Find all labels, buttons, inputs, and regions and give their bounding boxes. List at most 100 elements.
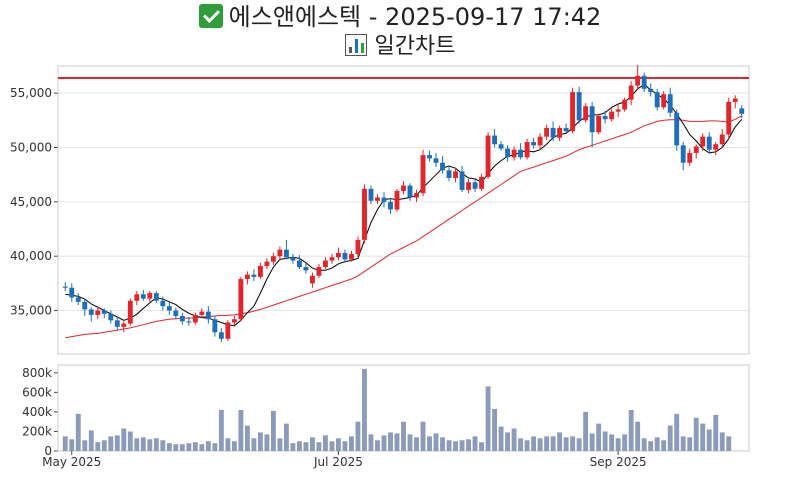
- volume-bar: [726, 436, 732, 451]
- volume-bar: [531, 436, 537, 451]
- candle-body: [674, 112, 680, 146]
- volume-bar: [518, 438, 524, 451]
- candle-body: [69, 287, 75, 298]
- candle-body: [316, 267, 322, 276]
- candle-body: [472, 182, 478, 189]
- volume-bar: [375, 440, 380, 451]
- volume-bar: [153, 438, 159, 451]
- volume-bar: [192, 442, 198, 451]
- volume-bar: [121, 428, 127, 451]
- candle-body: [518, 149, 524, 158]
- candle-body: [511, 149, 517, 158]
- candle-body: [329, 257, 335, 261]
- volume-bar: [557, 432, 563, 451]
- candle-body: [218, 332, 224, 339]
- candle-body: [537, 136, 543, 146]
- candle-body: [531, 142, 537, 146]
- volume-bar: [82, 440, 88, 451]
- candle-body: [524, 142, 530, 158]
- volume-bar: [427, 436, 432, 451]
- volume-bar: [218, 409, 224, 451]
- volume-tick-label: 0: [44, 444, 52, 458]
- volume-bar: [225, 438, 231, 451]
- candle-body: [238, 279, 244, 320]
- volume-bar: [583, 411, 589, 451]
- volume-bar: [680, 436, 686, 451]
- volume-bar: [628, 409, 634, 451]
- candle-body: [212, 319, 218, 333]
- candle-body: [108, 313, 114, 321]
- volume-bar: [88, 430, 94, 451]
- volume-bar: [62, 436, 68, 451]
- volume-bar: [251, 438, 257, 451]
- volume-bar: [635, 421, 641, 451]
- volume-bar: [160, 440, 166, 451]
- volume-bar: [394, 433, 400, 451]
- candle-body: [466, 182, 471, 190]
- price-tick-label: 55,000: [10, 86, 52, 100]
- candle-body: [362, 188, 367, 240]
- volume-bar: [173, 444, 179, 451]
- candle-body: [205, 311, 211, 320]
- candle-body: [427, 155, 432, 159]
- price-tick-label: 45,000: [10, 195, 52, 209]
- price-tick-label: 35,000: [10, 304, 52, 318]
- moving-average-long-line: [65, 115, 742, 339]
- candle-body: [199, 311, 205, 315]
- price-tick-label: 50,000: [10, 141, 52, 155]
- candle-body: [420, 155, 426, 194]
- bar-chart-icon: [344, 34, 367, 56]
- candle-body: [401, 185, 406, 191]
- volume-bar: [446, 440, 452, 451]
- candle-body: [388, 201, 393, 210]
- volume-bar: [479, 442, 484, 451]
- volume-tick-label: 200k: [22, 424, 52, 438]
- volume-bar: [596, 423, 602, 451]
- candle-body: [277, 249, 283, 257]
- volume-bar: [95, 442, 101, 451]
- volume-bar: [550, 436, 556, 451]
- volume-bar: [244, 425, 250, 451]
- volume-bar: [388, 432, 393, 451]
- volume-bar: [615, 438, 621, 451]
- volume-bar: [257, 432, 263, 451]
- subtitle-text: 일간차트: [374, 34, 456, 59]
- candle-body: [95, 310, 101, 315]
- volume-bar: [349, 436, 354, 451]
- chart-title: 에스앤에스텍 - 2025-09-17 17:42: [0, 2, 800, 32]
- candle-body: [726, 101, 732, 135]
- volume-bar: [719, 432, 725, 451]
- volume-bar: [231, 441, 237, 451]
- candle-body: [179, 315, 185, 322]
- candle-body: [336, 252, 341, 258]
- volume-bar: [609, 434, 615, 451]
- price-axis: 35,000 40,000 45,000 50,000 55,000: [10, 86, 749, 318]
- volume-bar: [205, 441, 211, 451]
- volume-bar: [440, 437, 445, 451]
- candle-body: [186, 321, 192, 323]
- candle-body: [407, 185, 413, 198]
- volume-bar: [492, 408, 498, 451]
- candle-body: [251, 274, 257, 277]
- moving-average-short-line: [65, 83, 743, 327]
- volume-bar: [654, 437, 660, 451]
- volume-bar: [576, 438, 582, 451]
- candle-body: [394, 190, 400, 210]
- volume-bar: [212, 443, 218, 451]
- date-axis: May 2025 Jul 2025 Sep 2025: [42, 451, 647, 469]
- candle-body: [589, 106, 595, 133]
- candle-body: [485, 135, 491, 177]
- candle-body: [693, 146, 699, 153]
- volume-bar: [329, 441, 335, 451]
- volume-bar: [537, 438, 543, 451]
- candle-body: [570, 92, 576, 132]
- volume-bar: [75, 413, 81, 451]
- volume-tick-label: 800k: [22, 366, 52, 380]
- volume-bar-layer: [62, 368, 732, 451]
- volume-bar: [453, 441, 458, 451]
- volume-bar: [511, 428, 517, 451]
- check-mark-icon: [198, 4, 223, 28]
- volume-bar: [336, 438, 341, 451]
- volume-bar: [589, 433, 595, 451]
- candle-body: [368, 188, 374, 201]
